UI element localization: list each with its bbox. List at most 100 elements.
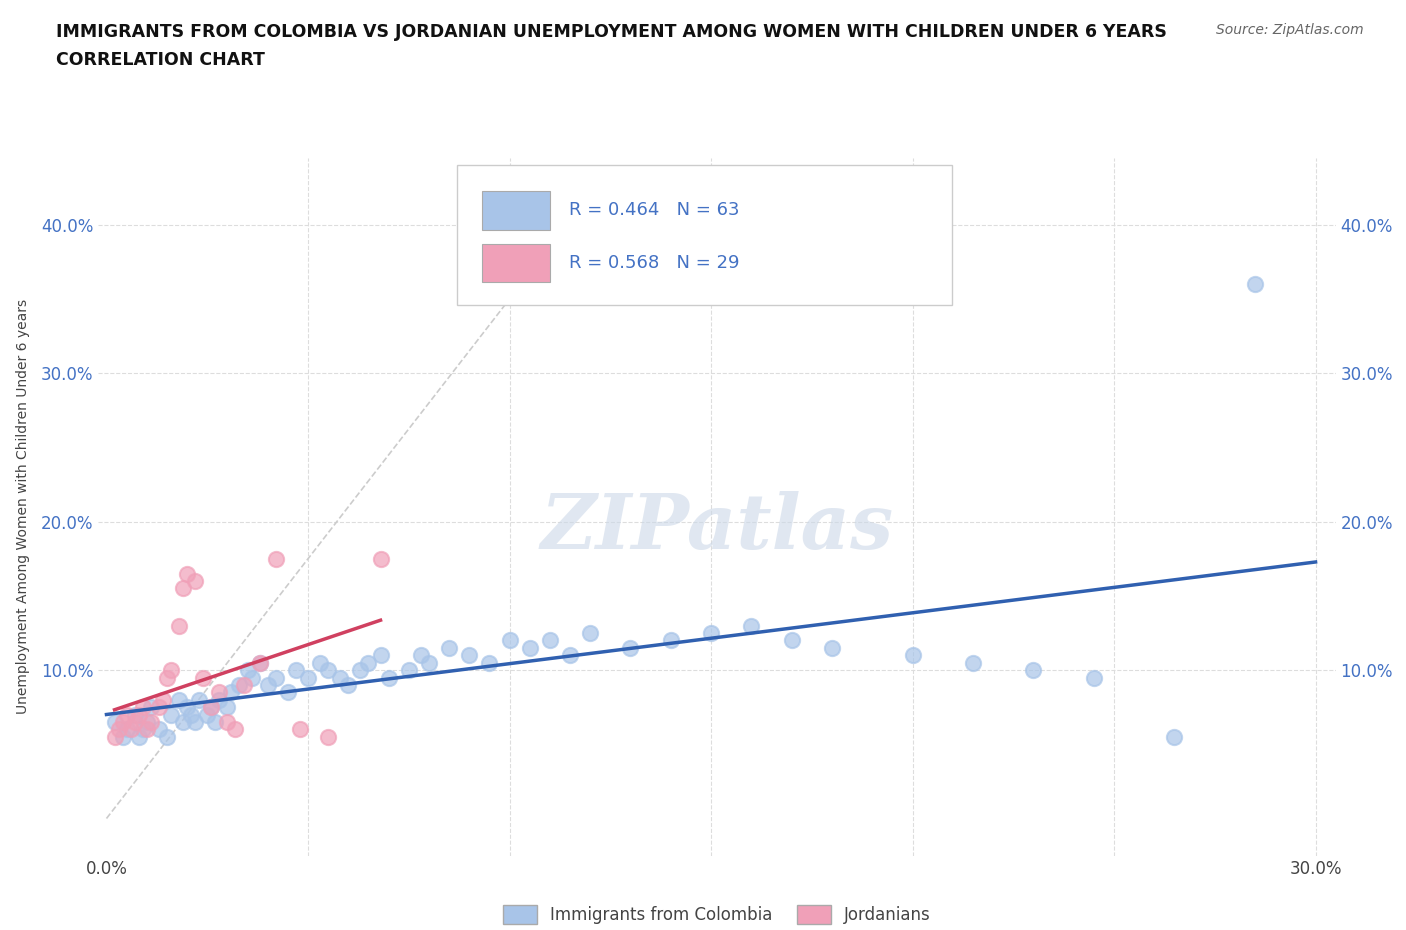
Point: [309, 656, 332, 671]
Point: [409, 648, 432, 663]
Point: [193, 671, 215, 685]
Point: [221, 684, 243, 699]
Point: [139, 699, 162, 714]
Point: [558, 648, 581, 663]
Point: [478, 656, 501, 671]
Point: [284, 663, 307, 678]
Point: [538, 633, 561, 648]
Point: [124, 707, 146, 722]
Point: [103, 714, 125, 729]
Point: [217, 699, 239, 714]
Text: CORRELATION CHART: CORRELATION CHART: [56, 51, 266, 69]
Point: [160, 707, 183, 722]
Point: [180, 707, 202, 722]
Point: [156, 671, 179, 685]
Point: [200, 699, 222, 714]
Point: [498, 633, 520, 648]
Text: IMMIGRANTS FROM COLOMBIA VS JORDANIAN UNEMPLOYMENT AMONG WOMEN WITH CHILDREN UND: IMMIGRANTS FROM COLOMBIA VS JORDANIAN UN…: [56, 23, 1167, 41]
Point: [264, 551, 287, 566]
Point: [195, 707, 218, 722]
Point: [316, 729, 339, 744]
Point: [1083, 671, 1105, 685]
Point: [236, 663, 259, 678]
Point: [184, 574, 207, 589]
Point: [579, 626, 602, 641]
Point: [156, 729, 179, 744]
Point: [120, 722, 142, 737]
Point: [103, 729, 125, 744]
Point: [370, 551, 392, 566]
Point: [1022, 663, 1045, 678]
Point: [264, 671, 287, 685]
Point: [148, 722, 170, 737]
Point: [217, 714, 239, 729]
Point: [128, 729, 150, 744]
Point: [316, 663, 339, 678]
Point: [700, 626, 723, 641]
Point: [107, 722, 129, 737]
Point: [132, 722, 155, 737]
Point: [821, 641, 844, 656]
Point: [139, 714, 162, 729]
Point: [519, 641, 541, 656]
Point: [152, 692, 174, 707]
Point: [297, 671, 319, 685]
Point: [135, 714, 157, 729]
Point: [329, 671, 352, 685]
Point: [115, 707, 138, 722]
Point: [208, 684, 231, 699]
Point: [188, 692, 211, 707]
Point: [176, 566, 198, 581]
Point: [224, 722, 246, 737]
Point: [232, 677, 254, 692]
Point: [619, 641, 641, 656]
Point: [277, 684, 299, 699]
Point: [111, 714, 134, 729]
Point: [176, 699, 198, 714]
Point: [249, 656, 271, 671]
Point: [111, 729, 134, 744]
Point: [780, 633, 803, 648]
Point: [167, 618, 190, 633]
Point: [349, 663, 371, 678]
Legend: Immigrants from Colombia, Jordanians: Immigrants from Colombia, Jordanians: [496, 898, 938, 930]
FancyBboxPatch shape: [482, 192, 550, 230]
Point: [398, 663, 420, 678]
Point: [160, 663, 183, 678]
Point: [228, 677, 250, 692]
Text: R = 0.568   N = 29: R = 0.568 N = 29: [568, 254, 740, 272]
Text: R = 0.464   N = 63: R = 0.464 N = 63: [568, 202, 740, 219]
Point: [740, 618, 762, 633]
Point: [204, 714, 226, 729]
Point: [377, 671, 399, 685]
FancyBboxPatch shape: [457, 166, 952, 305]
Point: [124, 714, 146, 729]
Point: [167, 692, 190, 707]
Point: [240, 671, 263, 685]
Point: [962, 656, 984, 671]
Point: [135, 722, 157, 737]
Point: [1163, 729, 1185, 744]
Point: [458, 648, 481, 663]
Text: ZIPatlas: ZIPatlas: [540, 491, 894, 565]
Point: [256, 677, 278, 692]
Point: [208, 692, 231, 707]
Point: [132, 699, 155, 714]
Point: [1244, 277, 1267, 292]
Point: [184, 714, 207, 729]
Point: [128, 707, 150, 722]
Point: [288, 722, 311, 737]
Point: [115, 722, 138, 737]
Point: [418, 656, 440, 671]
Point: [249, 656, 271, 671]
Text: Source: ZipAtlas.com: Source: ZipAtlas.com: [1216, 23, 1364, 37]
Point: [172, 581, 194, 596]
Point: [148, 699, 170, 714]
Point: [370, 648, 392, 663]
Point: [659, 633, 682, 648]
Point: [172, 714, 194, 729]
FancyBboxPatch shape: [482, 244, 550, 282]
Point: [200, 699, 222, 714]
Point: [357, 656, 380, 671]
Y-axis label: Unemployment Among Women with Children Under 6 years: Unemployment Among Women with Children U…: [15, 299, 30, 714]
